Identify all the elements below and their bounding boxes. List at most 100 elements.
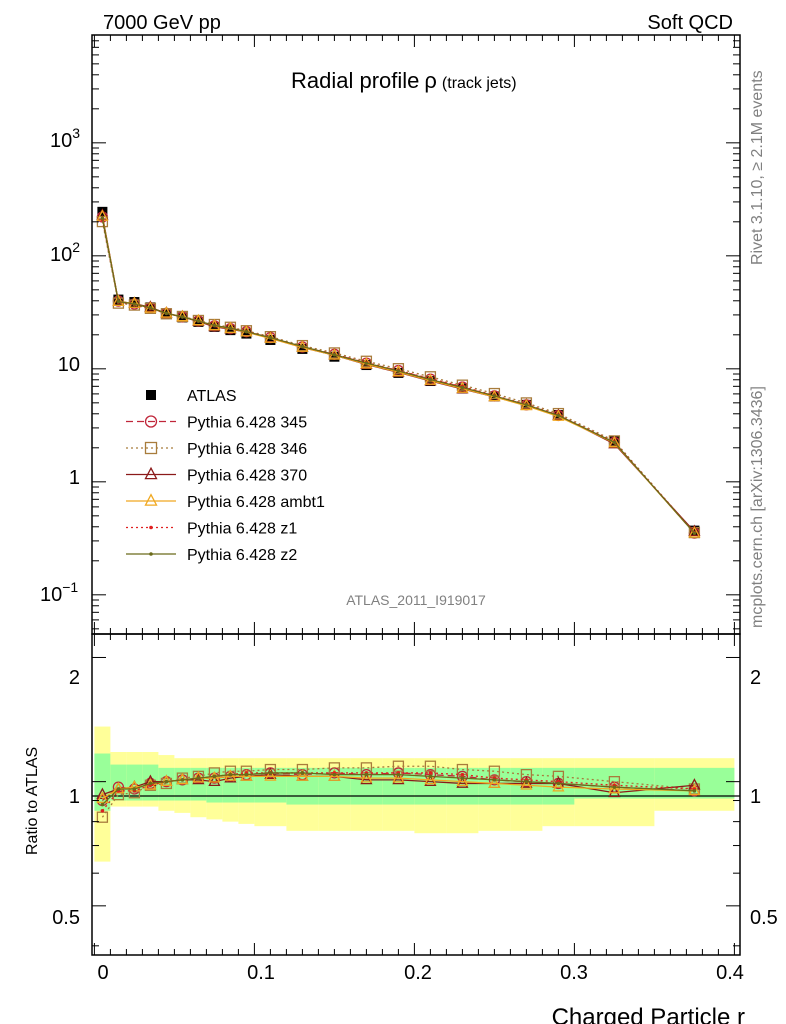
- ratio-point-ambt1: [392, 770, 405, 783]
- ratio-point-ambt1: [296, 769, 309, 781]
- main-point-z2: [212, 323, 217, 328]
- main-point-z2: [148, 306, 153, 310]
- atlas-point: [297, 343, 308, 354]
- atlas-point: [225, 325, 236, 336]
- x-tick-label-0.4: 0.4: [716, 962, 744, 984]
- ratio-point-z2: [556, 781, 561, 786]
- ratio-line-p370: [102, 773, 695, 796]
- legend-marker-atlas: [146, 390, 156, 400]
- atlas-point: [241, 328, 252, 339]
- ratio-point-z2: [524, 779, 529, 784]
- y-tick-exp-1e3: 3: [72, 125, 80, 141]
- ratio-point-ambt1: [192, 770, 205, 783]
- ratio-point-p370: [608, 785, 621, 798]
- ratio-point-ambt1: [424, 772, 437, 785]
- ratio-tick-label-left-1: 1: [69, 786, 80, 808]
- y-tick-label-1e3: 103: [50, 125, 80, 152]
- legend-label-atlas: ATLAS: [187, 388, 237, 405]
- ratio-point-ambt1: [176, 772, 189, 785]
- y-tick-base-1e-1: 10: [40, 584, 62, 606]
- ratio-point-p370: [360, 772, 373, 785]
- ratio-point-z1: [428, 771, 433, 775]
- site-label: mcplots.cern.ch [arXiv:1306.3436]: [749, 386, 766, 628]
- main-point-z2: [228, 326, 233, 331]
- ratio-point-ambt1: [608, 781, 621, 794]
- atlas-point: [265, 334, 276, 345]
- ratio-point-ambt1: [112, 781, 125, 794]
- y-tick-exp-1e2: 2: [72, 239, 80, 255]
- legend-label-z2: Pythia 6.428 z2: [187, 547, 297, 564]
- y-tick-exp-1e-1: −1: [62, 579, 78, 595]
- legend-marker-p345: [144, 415, 158, 428]
- main-point-ambt1: [688, 525, 701, 538]
- ratio-point-p346: [160, 777, 173, 790]
- chart-title-suffix: (track jets): [442, 75, 517, 92]
- ratio-point-ambt1: [360, 770, 373, 783]
- main-point-z2: [300, 344, 305, 349]
- ratio-panel-frame: [91, 633, 741, 956]
- main-point-z2: [268, 335, 273, 340]
- legend-label-z1: Pythia 6.428 z1: [187, 521, 297, 538]
- legend-marker-z1: [149, 525, 153, 530]
- ratio-tick-label-right-1: 1: [750, 786, 761, 808]
- main-point-ambt1: [112, 294, 125, 306]
- ratio-point-ambt1: [552, 779, 565, 792]
- y-tick-base-1e3: 10: [50, 130, 72, 152]
- ratio-point-z2: [180, 778, 185, 782]
- main-line-z2: [101, 217, 695, 534]
- ratio-point-z2: [212, 774, 217, 779]
- y-tick-label-1: 1: [69, 467, 80, 489]
- main-point-p346: [424, 371, 437, 383]
- ratio-point-z2: [460, 776, 465, 780]
- ratio-point-p370: [520, 776, 533, 788]
- y-tick-base-1e2: 10: [50, 244, 72, 266]
- main-point-z2: [556, 413, 561, 418]
- ratio-point-z2: [692, 789, 697, 793]
- legend-marker-p370: [144, 466, 158, 480]
- main-series-group: [96, 206, 701, 539]
- process-label: Soft QCD: [647, 12, 733, 34]
- main-point-z2: [244, 329, 249, 334]
- ratio-point-ambt1: [456, 774, 469, 787]
- ratio-line-z2: [101, 772, 695, 806]
- ratio-point-z1: [100, 808, 105, 813]
- legend-label-p345: Pythia 6.428 345: [187, 415, 307, 432]
- main-panel-frame: [91, 34, 741, 635]
- y-tick-label-1e-1: 10−1: [40, 579, 78, 606]
- atlas-point: [689, 525, 700, 536]
- x-tick-labels: 0 0.1 0.2 0.3 0.4: [97, 962, 743, 984]
- ratio-series-group: [96, 760, 701, 823]
- ratio-point-z2: [244, 772, 249, 777]
- chart-title: Radial profile ρ (track jets): [291, 68, 517, 93]
- ratio-point-ambt1: [160, 774, 173, 787]
- main-point-z2: [460, 385, 465, 390]
- legend-marker-z2: [149, 552, 153, 556]
- legend-marker-ambt1: [144, 493, 158, 506]
- ratio-point-z2: [492, 778, 497, 782]
- main-point-z2: [692, 531, 697, 535]
- main-point-z2: [132, 302, 137, 306]
- ratio-band-inner: [158, 767, 175, 801]
- ratio-point-z2: [196, 776, 201, 780]
- ratio-point-z2: [116, 787, 121, 791]
- ratio-point-z2: [100, 802, 105, 807]
- ratio-point-z2: [228, 772, 233, 777]
- main-point-z2: [524, 403, 529, 407]
- main-point-z2: [492, 394, 497, 398]
- main-point-z2: [364, 361, 369, 365]
- ratio-point-z2: [428, 774, 433, 779]
- ratio-point-ambt1: [688, 783, 701, 796]
- ratio-point-ambt1: [488, 776, 501, 788]
- ratio-point-z2: [132, 787, 137, 791]
- ratio-point-p370: [456, 776, 469, 788]
- main-point-ambt1: [128, 296, 141, 308]
- ratio-tick-label-left-0.5: 0.5: [52, 907, 80, 929]
- atlas-point: [329, 351, 340, 362]
- main-point-z2: [164, 311, 169, 316]
- ratio-tick-label-right-2: 2: [750, 667, 761, 689]
- main-point-z2: [332, 352, 337, 357]
- x-tick-label-0.2: 0.2: [404, 962, 432, 984]
- main-y-tick-labels: 10−1 1 10 102 103: [40, 125, 80, 606]
- analysis-id: ATLAS_2011_I919017: [346, 592, 486, 608]
